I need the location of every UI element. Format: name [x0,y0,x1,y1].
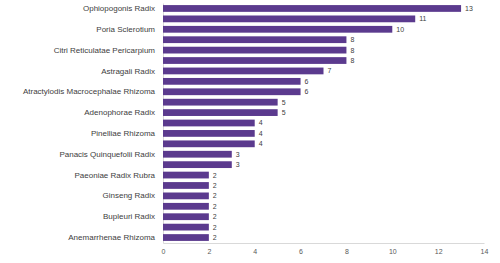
data-label: 8 [350,36,354,43]
x-tick: 14 [481,243,489,255]
y-tick: Poria Sclerotium [96,25,163,34]
plot: 0 2 4 6 8 10 12 14 Ophiopogonis Radix Poria Scler… [23,4,489,255]
y-tick: Panacis Quinquefolii Radix [59,150,163,159]
data-label: 3 [236,151,240,158]
data-label: 4 [259,130,263,137]
data-labels: 13 11 10 8 8 8 7 6 6 5 5 4 4 4 3 3 2 2 2 2 2 2 2 [213,5,473,241]
y-tick-label: Anemarrhenae Rhizoma [68,233,155,242]
bar [163,15,415,22]
x-tick-label: 8 [345,248,349,255]
bar [163,213,209,220]
y-axis: Ophiopogonis Radix Poria Sclerotium Citri … [23,4,164,244]
bar [163,99,278,106]
bar [163,36,346,43]
y-tick: Pinelliae Rhizoma [91,129,163,138]
y-tick: Adenophorae Radix [84,108,163,117]
bar [163,193,209,200]
y-tick: Atractylodis Macrocephalae Rhizoma [23,87,163,96]
bar [163,224,209,231]
data-label: 2 [213,182,217,189]
data-label: 6 [305,78,309,85]
bar [163,140,255,147]
y-tick: Ophiopogonis Radix [83,4,163,13]
bar [163,182,209,189]
bar [163,172,209,179]
y-tick: Bupleuri Radix [103,212,163,221]
bar [163,120,255,127]
x-tick: 2 [207,243,211,255]
x-tick-label: 10 [389,248,397,255]
x-tick-label: 2 [207,248,211,255]
bar [163,109,278,116]
data-label: 2 [213,234,217,241]
y-tick: Anemarrhenae Rhizoma [68,233,163,242]
x-tick: 8 [345,243,349,255]
bar [163,57,346,64]
bar [163,161,232,168]
bar [163,130,255,137]
data-label: 13 [465,5,473,12]
y-tick-label: Panacis Quinquefolii Radix [59,150,155,159]
data-label: 6 [305,88,309,95]
x-tick-label: 0 [162,248,166,255]
data-label: 8 [350,47,354,54]
bar [163,68,324,75]
y-tick: Ginseng Radix [103,191,163,200]
x-tick-label: 14 [481,248,489,255]
y-tick: Astragali Radix [101,66,163,75]
x-tick-label: 12 [435,248,443,255]
y-tick-label: Adenophorae Radix [84,108,155,117]
bar [163,47,346,54]
y-tick-label: Bupleuri Radix [103,212,155,221]
data-label: 10 [396,26,404,33]
data-label: 4 [259,140,263,147]
data-label: 7 [328,67,332,74]
bar [163,26,392,33]
data-label: 2 [213,192,217,199]
x-axis: 0 2 4 6 8 10 12 14 [162,243,489,255]
chart: 0 2 4 6 8 10 12 14 Ophiopogonis Radix Poria Scler… [0,0,500,263]
y-tick-label: Poria Sclerotium [96,25,155,34]
bar [163,88,301,95]
bar [163,234,209,241]
x-tick: 10 [389,243,397,255]
y-tick: Paeoniae Radix Rubra [75,171,164,180]
data-label: 5 [282,109,286,116]
data-label: 4 [259,119,263,126]
data-label: 2 [213,224,217,231]
data-label: 2 [213,172,217,179]
y-tick-label: Citri Reticulatae Pericarpium [54,46,156,55]
bar [163,151,232,158]
data-label: 8 [350,57,354,64]
x-tick: 6 [299,243,303,255]
y-tick-label: Atractylodis Macrocephalae Rhizoma [23,87,156,96]
y-tick-label: Ophiopogonis Radix [83,4,155,13]
y-tick: Citri Reticulatae Pericarpium [54,46,163,55]
data-label: 11 [419,15,426,22]
x-tick-label: 6 [299,248,303,255]
x-tick: 12 [435,243,443,255]
data-label: 5 [282,99,286,106]
y-tick-label: Ginseng Radix [103,191,155,200]
x-axis-line [164,243,485,244]
data-label: 2 [213,203,217,210]
x-tick: 4 [253,243,257,255]
y-tick-label: Pinelliae Rhizoma [91,129,156,138]
bar [163,78,301,85]
data-label: 2 [213,213,217,220]
data-label: 3 [236,161,240,168]
x-tick: 0 [162,243,166,255]
bars [163,5,461,241]
bar [163,203,209,210]
x-tick-label: 4 [253,248,257,255]
y-tick-label: Paeoniae Radix Rubra [75,171,156,180]
y-tick-label: Astragali Radix [101,66,155,75]
bar [163,5,461,12]
